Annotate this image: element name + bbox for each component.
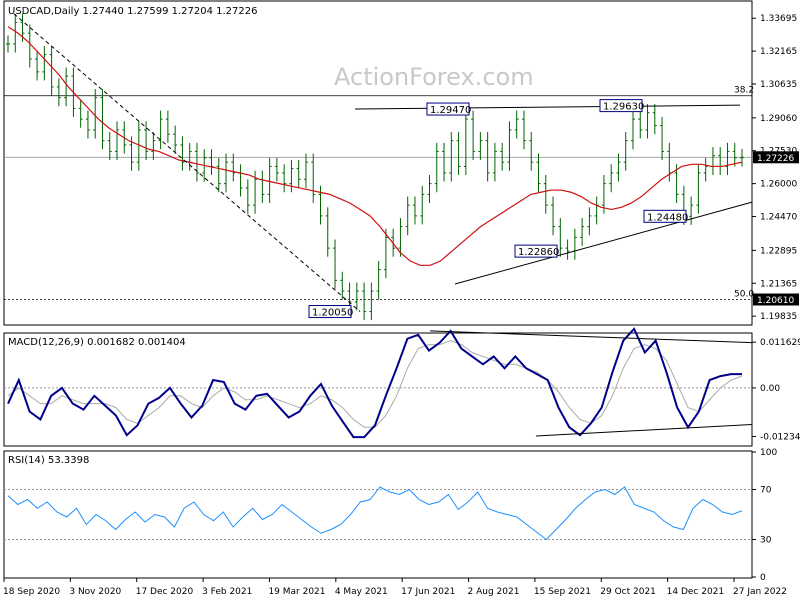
price-annotation-label: 1.29470 [430, 105, 471, 116]
price-annotation-box [514, 244, 558, 258]
price-annotation-label: 1.24480 [647, 212, 688, 223]
macd-signal-line [7, 340, 743, 428]
x-axis-labels: 18 Sep 2020 3 Nov 2020 17 Dec 2020 3 Feb 20… [3, 578, 787, 597]
fib-price-box [753, 293, 799, 306]
chart-title: USDCAD,Daily 1.27440 1.27599 1.27204 1.2… [8, 6, 258, 17]
fib-price-label: 1.20610 [757, 296, 794, 306]
price-tick-label: 1.33695 [760, 14, 797, 24]
x-tick-label: 3 Feb 2021 [202, 587, 252, 597]
current-price-box [753, 151, 799, 164]
ema-line [7, 26, 743, 266]
price-tick-label: 1.24470 [760, 213, 797, 223]
macd-tick-label: 0.011629 [760, 338, 800, 348]
price-axis: 1.336951.321651.306351.290601.275301.260… [752, 14, 799, 322]
fib-level-label: 50.0 [734, 289, 754, 299]
price-tick-label: 1.26000 [760, 180, 797, 190]
resistance-line [354, 104, 741, 110]
macd-tick-label: -0.012348 [760, 433, 800, 443]
price-annotation-box [308, 305, 352, 319]
fib-level-label: 38.2 [734, 86, 754, 96]
price-tick-label: 1.30635 [760, 80, 797, 90]
macd-lower-trendline [535, 424, 753, 437]
price-annotation-box [426, 102, 470, 116]
x-tick-label: 29 Oct 2021 [600, 587, 656, 597]
price-annotation-label: 1.22860 [518, 247, 559, 258]
macd-line [7, 327, 742, 439]
x-tick-label: 2 Aug 2021 [468, 587, 520, 597]
x-tick-label: 19 Mar 2021 [268, 587, 325, 597]
macd-axis: 0.011629 0.00 -0.012348 [752, 338, 800, 443]
rsi-panel [3, 450, 753, 579]
rsi-tick-label: 0 [760, 573, 766, 583]
macd-upper-trendline [429, 330, 753, 344]
price-tick-label: 1.19835 [760, 312, 797, 322]
macd-panel [3, 332, 753, 447]
price-annotation-box [599, 99, 643, 113]
x-tick-label: 27 Jan 2022 [733, 587, 787, 597]
watermark: ActionForex.com [334, 63, 534, 91]
rsi-tick-label: 30 [760, 536, 772, 546]
x-tick-label: 3 Nov 2020 [69, 587, 121, 597]
main-panel [3, 0, 753, 326]
rsi-axis: 100 70 30 0 [752, 448, 777, 583]
support-line [454, 201, 753, 285]
macd-series [7, 327, 753, 439]
price-tick-label: 1.22895 [760, 246, 797, 256]
x-tick-label: 4 May 2021 [335, 587, 388, 597]
price-annotation-label: 1.29630 [603, 102, 644, 113]
x-tick-label: 17 Jun 2021 [401, 587, 455, 597]
x-tick-label: 18 Sep 2020 [3, 587, 60, 597]
price-series [6, 13, 753, 321]
price-annotation-box [643, 209, 687, 223]
rsi-title: RSI(14) 53.3398 [8, 455, 89, 466]
price-tick-label: 1.21365 [760, 279, 797, 289]
rsi-tick-label: 100 [760, 448, 777, 458]
price-grid: 38.2 50.0 [4, 86, 754, 300]
x-tick-label: 14 Dec 2021 [667, 587, 725, 597]
macd-title: MACD(12,26,9) 0.001682 0.001404 [8, 337, 186, 348]
macd-tick-label: 0.00 [760, 384, 780, 394]
down-trendline [13, 13, 361, 312]
x-tick-label: 17 Dec 2020 [136, 587, 194, 597]
rsi-series [7, 486, 743, 541]
x-tick-label: 15 Sep 2021 [534, 587, 591, 597]
price-annotation-label: 1.20050 [312, 308, 353, 319]
price-tick-label: 1.32165 [760, 47, 797, 57]
rsi-tick-label: 70 [760, 486, 772, 496]
price-annotations: 1.20050 1.29470 1.22860 1.29630 1.24480 [308, 99, 688, 319]
rsi-line [7, 486, 743, 541]
price-tick-label: 1.29060 [760, 114, 797, 124]
current-price-label: 1.27226 [757, 154, 794, 164]
